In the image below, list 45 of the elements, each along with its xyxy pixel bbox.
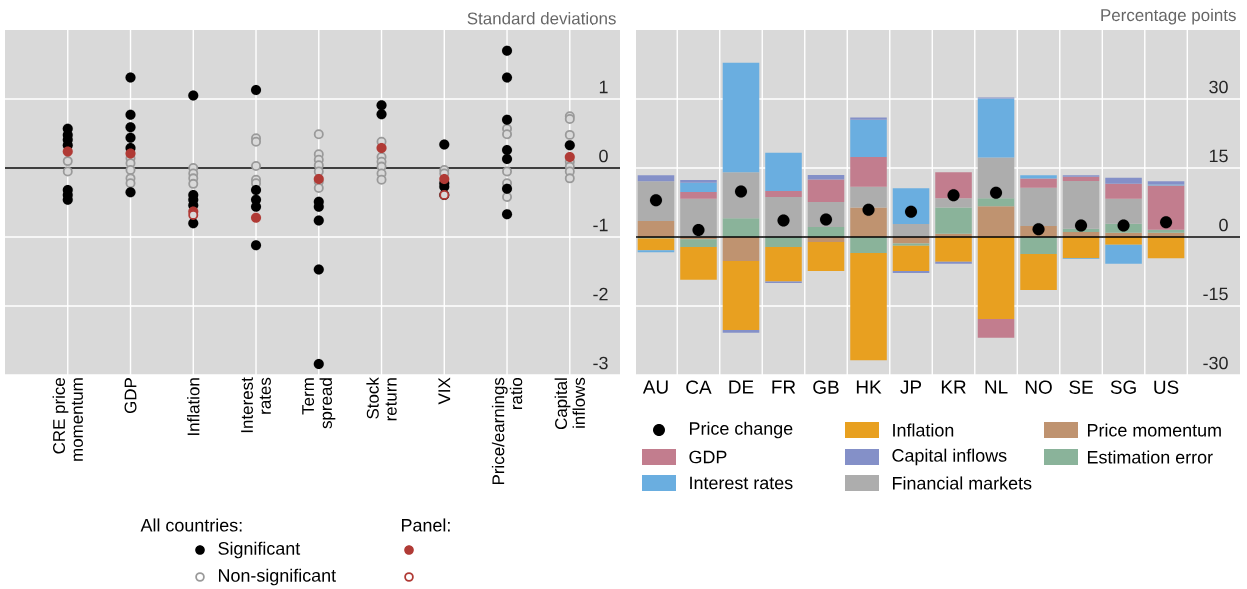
legend-label: Estimation error (1087, 450, 1213, 464)
x-tick-label: NL (985, 380, 1008, 394)
x-tick-label: SG (1110, 380, 1136, 394)
x-tick-label: CA (686, 380, 712, 394)
legend-label: Significant (218, 541, 301, 559)
x-tick-label: CRE price momentum (52, 377, 83, 461)
x-tick-label: VIX (438, 377, 451, 405)
x-tick-label: NO (1025, 380, 1052, 394)
x-tick-label: Stock return (366, 377, 397, 421)
y-tick-label: 15 (1209, 149, 1228, 163)
legend-title: All countries: (140, 518, 242, 532)
x-tick-label: DE (729, 380, 754, 394)
legend-label: Price momentum (1087, 423, 1221, 437)
x-tick-label: US (1154, 380, 1179, 394)
x-tick-label: GB (813, 380, 839, 394)
legend-label: Capital inflows (892, 448, 1007, 466)
y-tick-label: -3 (593, 356, 608, 370)
x-tick-label: Term spread (302, 378, 336, 429)
x-tick-label: HK (856, 380, 882, 394)
x-tick-label: KR (941, 380, 966, 394)
x-tick-label: Inflation (187, 378, 200, 435)
y-tick-label: -15 (1203, 287, 1228, 301)
legend-label: Interest rates (690, 476, 793, 490)
x-tick-label: Price/earnings ratio (491, 377, 523, 485)
x-tick-label: AU (642, 380, 668, 394)
legend-label: GDP (689, 450, 727, 464)
y-axis-title: Standard deviations (467, 12, 616, 25)
x-tick-label: JP (900, 380, 922, 394)
y-tick-label: -30 (1203, 356, 1228, 370)
x-tick-label: GDP (124, 378, 137, 414)
x-tick-label: Capital inflows (554, 377, 585, 430)
y-tick-label: 0 (599, 149, 608, 163)
y-tick-label: 30 (1209, 80, 1228, 94)
y-tick-label: 1 (599, 80, 608, 94)
legend-label: Price change (689, 421, 793, 439)
x-tick-label: FR (772, 380, 796, 394)
y-tick-label: -1 (593, 218, 608, 232)
legend-label: Non-significant (218, 568, 336, 586)
y-tick-label: 0 (1219, 218, 1228, 232)
x-tick-label: Interest rates (241, 377, 271, 433)
y-tick-label: -2 (593, 287, 608, 301)
text: Panel: (401, 518, 450, 532)
legend-label: Financial markets (892, 476, 1032, 490)
x-tick-label: SE (1069, 380, 1093, 394)
y-axis-title: Percentage points (1101, 8, 1236, 25)
